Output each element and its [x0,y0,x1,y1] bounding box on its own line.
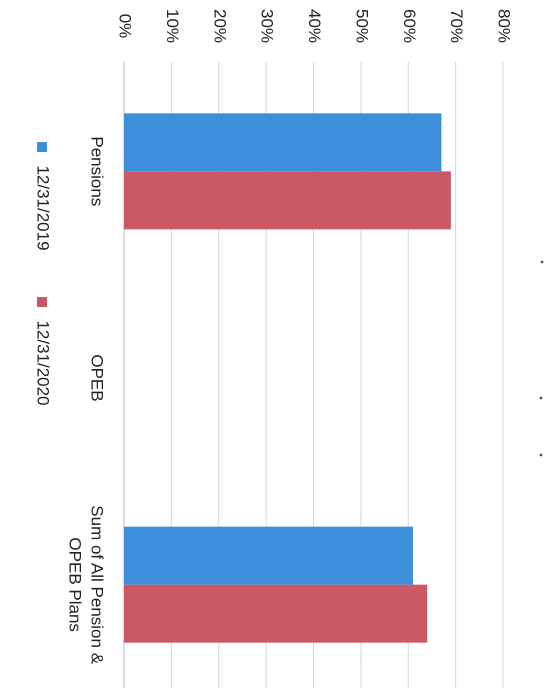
legend: 12/31/2019 12/31/2020 [34,142,53,406]
legend-swatch [37,142,47,152]
tick-label: 80% [495,9,514,43]
tick-label: 30% [258,9,277,43]
tick-label: 10% [163,9,182,43]
legend-label: 12/31/2019 [34,165,53,250]
tick-label: 70% [447,9,466,43]
bar [124,113,442,172]
tick-label: 40% [305,9,324,43]
tick-label: 0% [116,14,135,39]
legend-swatch [37,297,47,307]
value-axis-ticks: 0% 10% 20% 30% 40% 50% 60% 70% 80% [116,9,514,43]
stray-mark [540,260,544,264]
legend-label: 12/31/2020 [34,320,53,405]
bar [124,584,428,643]
bars [124,113,451,643]
bar [124,171,451,230]
tick-label: 20% [210,9,229,43]
category-axis-labels: Pensions OPEB Sum of All Pension &OPEB Pla… [66,136,107,664]
category-label: OPEB Plans [66,537,85,632]
stray-mark [539,453,543,457]
category-label: Pensions [88,136,107,206]
decoration [539,260,544,457]
tick-label: 50% [352,9,371,43]
stray-mark [539,396,543,400]
bar [124,526,413,585]
category-label: Sum of All Pension & [88,505,107,664]
tick-label: 60% [400,9,419,43]
category-label: OPEB [88,354,107,401]
